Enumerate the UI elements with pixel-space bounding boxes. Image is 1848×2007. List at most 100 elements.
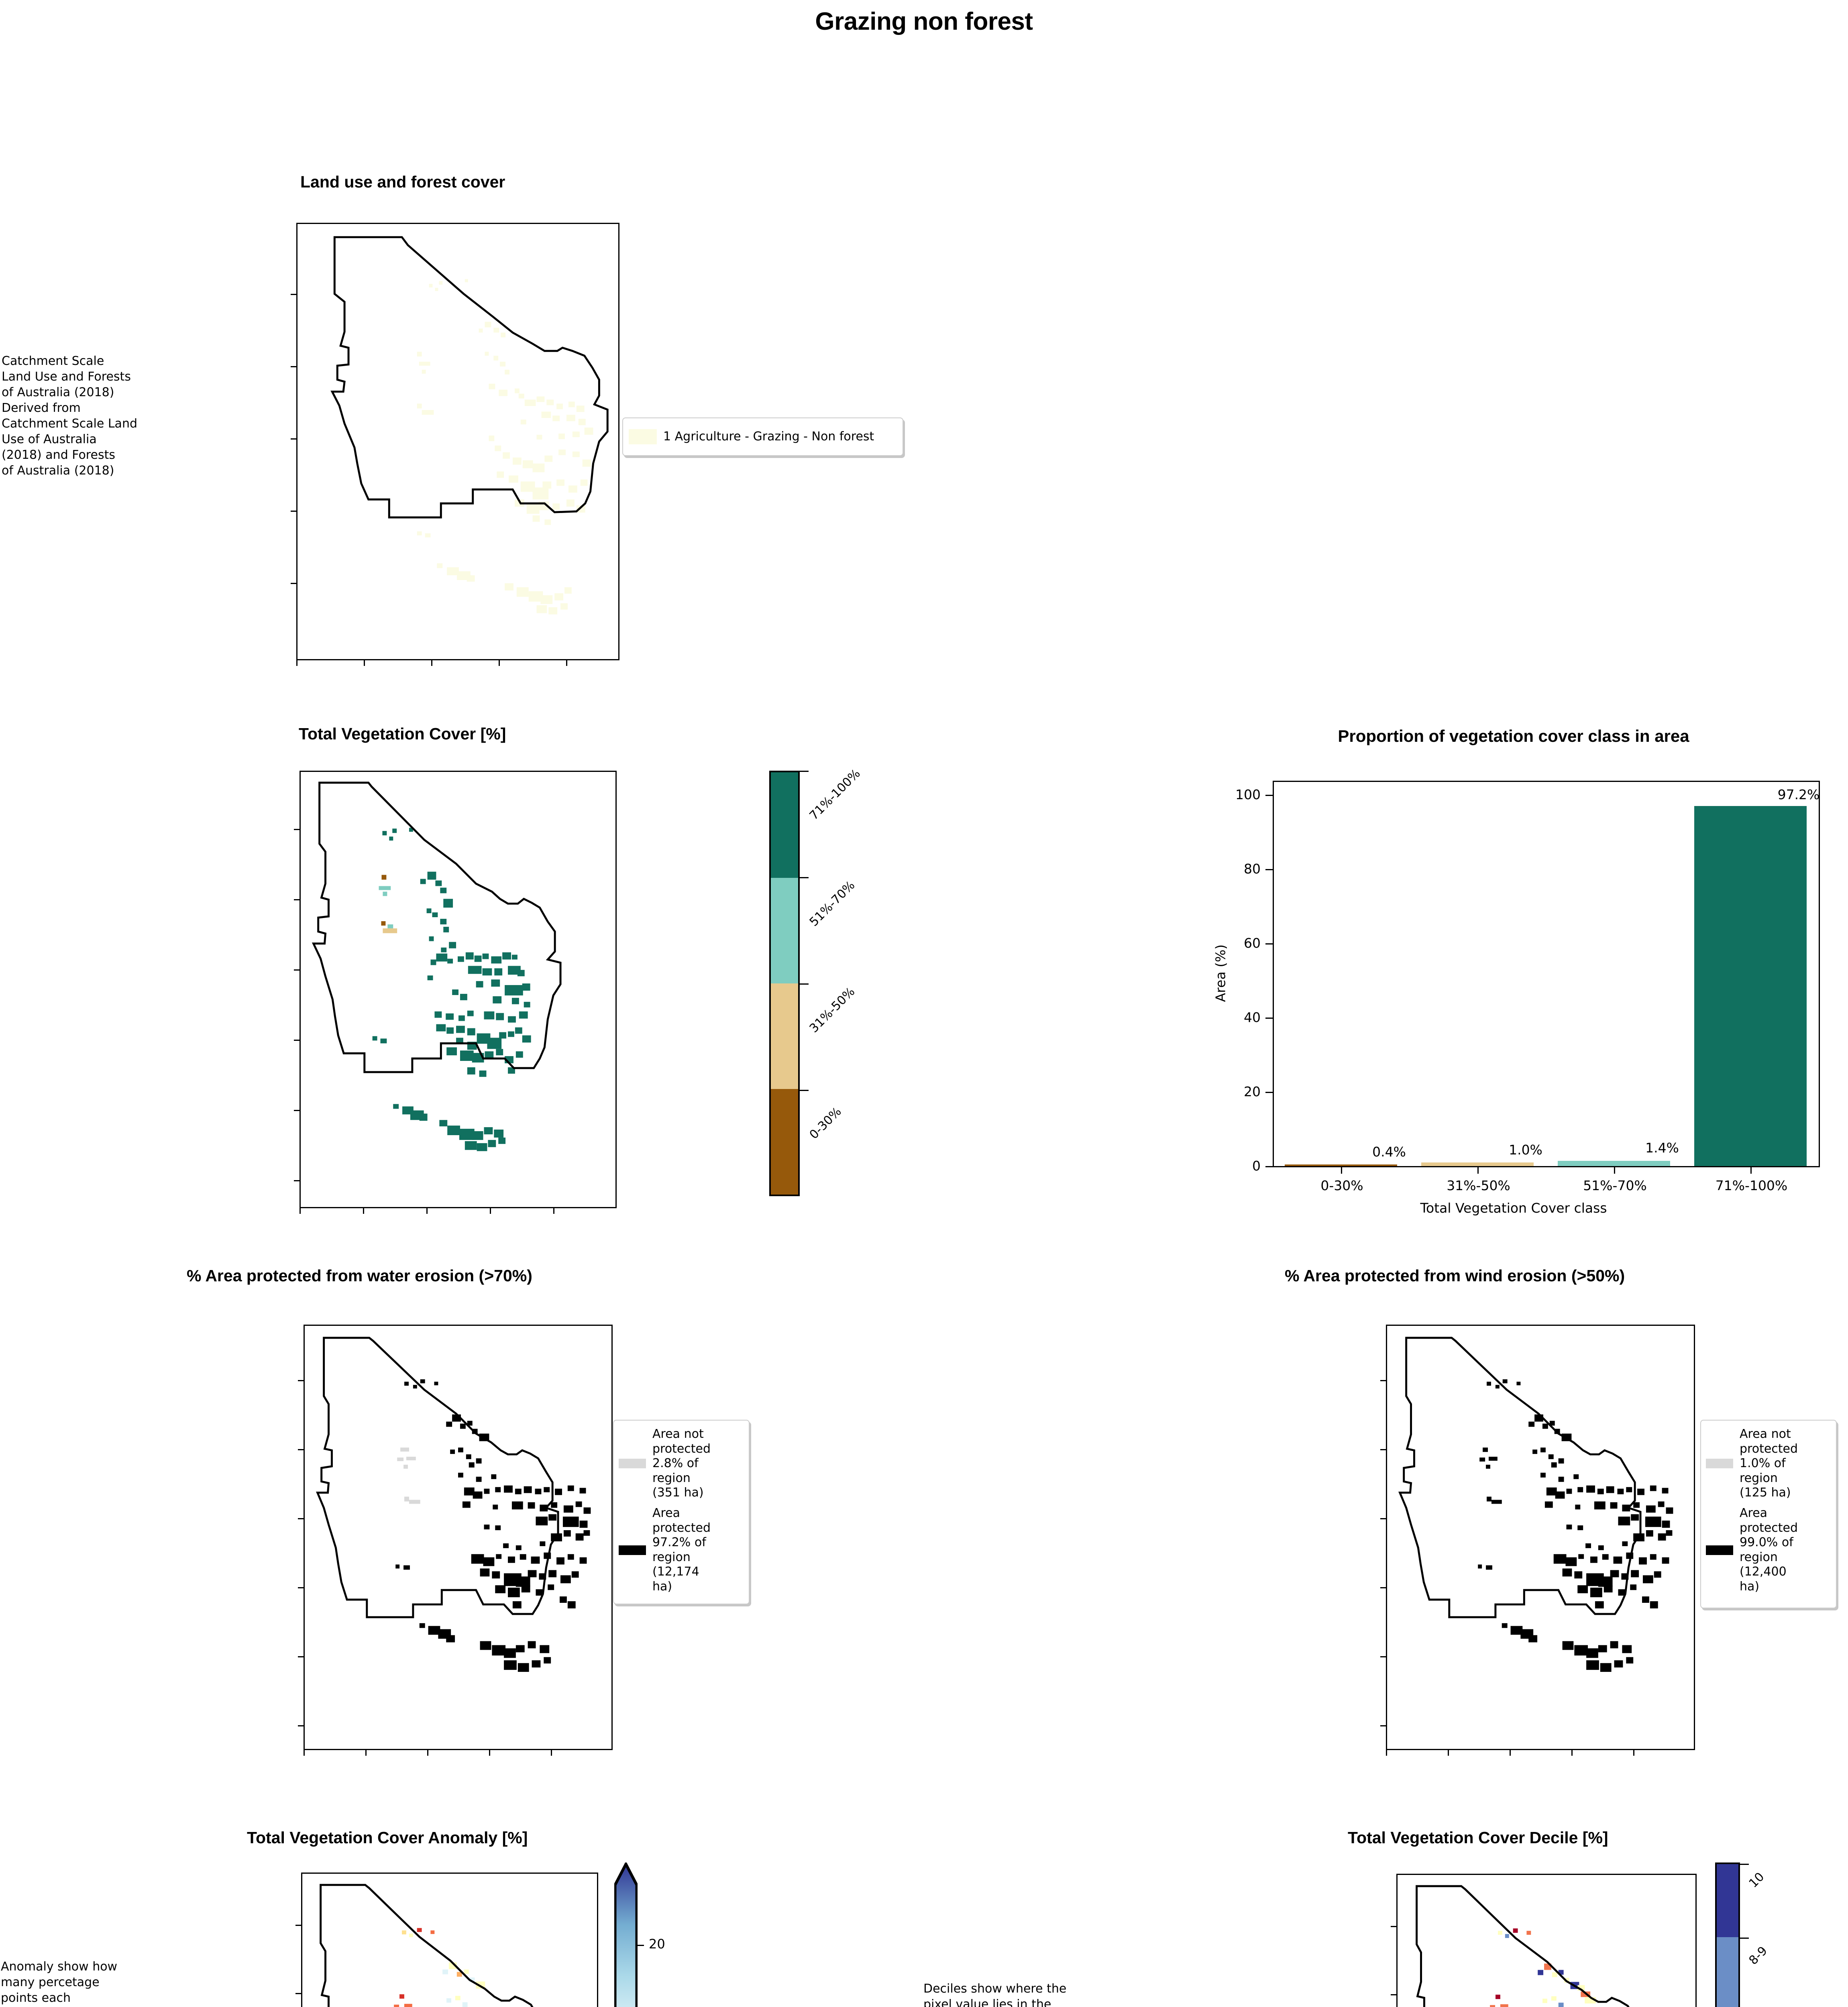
axis-tick bbox=[298, 1656, 304, 1657]
legend-swatch-grazing-non-forest bbox=[629, 429, 657, 444]
axis-tick bbox=[294, 829, 300, 830]
axis-tick bbox=[291, 366, 296, 367]
landuse-source-note: Catchment Scale Land Use and Forests of … bbox=[2, 354, 137, 478]
map-land-use-and-forest-cover[interactable] bbox=[296, 223, 619, 660]
map-total-vegetation-cover-decile[interactable] bbox=[1396, 1874, 1697, 2007]
axis-tick bbox=[1380, 1656, 1386, 1657]
axis-tick bbox=[1380, 1725, 1386, 1726]
bar-71-100[interactable] bbox=[1694, 806, 1807, 1166]
cbar-tick bbox=[1740, 1864, 1749, 1865]
catchment-boundary bbox=[312, 782, 562, 1073]
panel-title-water-erosion: % Area protected from water erosion (>70… bbox=[187, 1266, 532, 1285]
colorbar-anomaly[interactable] bbox=[614, 1862, 638, 2007]
legend-water-erosion[interactable]: Area not protected 2.8% of region (351 h… bbox=[613, 1420, 750, 1604]
decile-explanation-note: Deciles show where the pixel value lies … bbox=[923, 1982, 1067, 2007]
axis-tick bbox=[298, 1380, 304, 1381]
bar-51-70[interactable] bbox=[1558, 1161, 1670, 1166]
axis-tick bbox=[298, 1587, 304, 1588]
axis-tick bbox=[489, 1750, 490, 1756]
axis-tick bbox=[1571, 1750, 1573, 1756]
axis-tick bbox=[1510, 1750, 1511, 1756]
y-tick-label: 100 bbox=[1235, 787, 1261, 802]
y-tick bbox=[1265, 869, 1273, 870]
y-tick-label: 0 bbox=[1252, 1158, 1261, 1174]
colorbar-total-vegetation-cover[interactable] bbox=[769, 771, 800, 1196]
map-total-vegetation-cover[interactable] bbox=[300, 771, 617, 1208]
axis-tick bbox=[431, 660, 432, 666]
legend-label-area-protected: Area protected 99.0% of region (12,400 h… bbox=[1740, 1506, 1798, 1594]
legend-label-area-protected: Area protected 97.2% of region (12,174 h… bbox=[652, 1506, 711, 1594]
bar-data-label: 97.2% bbox=[1777, 787, 1820, 802]
axis-tick bbox=[499, 660, 500, 666]
axis-tick bbox=[295, 1925, 301, 1926]
map-landuse-svg bbox=[330, 236, 609, 615]
y-tick bbox=[1265, 943, 1273, 944]
y-axis-line bbox=[1273, 781, 1274, 1167]
cbar-segment-71-100 bbox=[771, 772, 798, 878]
axis-tick bbox=[294, 899, 300, 900]
x-axis-line bbox=[1273, 1166, 1820, 1167]
bar-data-label: 1.4% bbox=[1645, 1140, 1679, 1156]
y-tick bbox=[1265, 795, 1273, 796]
y-tick bbox=[1265, 1166, 1273, 1167]
bar-data-label: 0.4% bbox=[1372, 1144, 1406, 1160]
axis-tick bbox=[426, 1208, 428, 1214]
anomaly-pixel-layer bbox=[394, 1928, 485, 2007]
x-tick-label: 31%-50% bbox=[1447, 1178, 1510, 1193]
axis-tick bbox=[363, 1208, 364, 1214]
colorbar-decile[interactable] bbox=[1715, 1862, 1740, 2007]
y-tick-label: 60 bbox=[1244, 935, 1261, 951]
legend-label-area-not-protected: Area not protected 1.0% of region (125 h… bbox=[1740, 1427, 1798, 1500]
bar-31-50[interactable] bbox=[1421, 1162, 1534, 1166]
legend-wind-erosion[interactable]: Area not protected 1.0% of region (125 h… bbox=[1700, 1420, 1837, 1608]
cbar-segment-10 bbox=[1717, 1864, 1738, 1938]
cbar-segment-0-30 bbox=[771, 1089, 798, 1195]
map-water-svg bbox=[316, 1337, 591, 1672]
cbar-tick bbox=[800, 983, 809, 985]
x-tick-label: 51%-70% bbox=[1583, 1178, 1647, 1193]
legend-land-use[interactable]: 1 Agriculture - Grazing - Non forest bbox=[622, 417, 903, 456]
cbar-label-71-100: 71%-100% bbox=[807, 766, 863, 823]
landuse-pixel-layer bbox=[417, 279, 593, 615]
cbar-segment-8-9 bbox=[1717, 1937, 1738, 2007]
map-area-protected-from-water-erosion[interactable] bbox=[304, 1325, 613, 1750]
map-total-vegetation-cover-anomaly[interactable] bbox=[301, 1873, 598, 2007]
axis-tick bbox=[304, 1750, 305, 1756]
page-title: Grazing non forest bbox=[815, 8, 1033, 35]
cbar-segment-51-70 bbox=[771, 878, 798, 983]
bar-0-30[interactable] bbox=[1285, 1164, 1397, 1166]
panel-title-wind-erosion: % Area protected from wind erosion (>50%… bbox=[1285, 1266, 1625, 1285]
legend-swatch-area-not-protected bbox=[1706, 1459, 1733, 1469]
axis-tick bbox=[1633, 1750, 1634, 1756]
bar-data-label: 1.0% bbox=[1509, 1142, 1542, 1158]
catchment-boundary bbox=[316, 1337, 559, 1618]
axis-tick bbox=[1391, 1994, 1396, 1995]
chart-proportion-of-vegetation-cover-class[interactable]: Proportion of vegetation cover class in … bbox=[1188, 723, 1839, 1236]
axis-tick bbox=[1391, 1926, 1396, 1927]
legend-item: 1 Agriculture - Grazing - Non forest bbox=[629, 429, 874, 444]
axis-tick bbox=[553, 1208, 554, 1214]
legend-item-not-protected: Area not protected 1.0% of region (125 h… bbox=[1706, 1427, 1831, 1500]
cbar-label-10: 10 bbox=[1746, 1870, 1767, 1891]
colorbar-body-extended bbox=[614, 1862, 638, 2007]
y-tick-label: 20 bbox=[1244, 1084, 1261, 1099]
map-area-protected-from-wind-erosion[interactable] bbox=[1386, 1325, 1695, 1750]
y-tick bbox=[1265, 1092, 1273, 1093]
axis-tick bbox=[298, 1518, 304, 1519]
axis-tick bbox=[296, 660, 297, 666]
cbar-tick bbox=[800, 771, 809, 772]
axis-tick bbox=[291, 294, 296, 295]
map-anomaly-svg bbox=[320, 1884, 534, 2007]
cbar-label-0-30: 0-30% bbox=[807, 1104, 844, 1142]
panel-title-vegcover: Total Vegetation Cover [%] bbox=[299, 725, 506, 743]
cbar-tick bbox=[800, 877, 809, 878]
legend-swatch-area-protected bbox=[619, 1545, 646, 1555]
x-tick bbox=[1750, 1167, 1752, 1174]
cbar-label-8-9: 8-9 bbox=[1746, 1944, 1771, 1968]
axis-tick bbox=[295, 1993, 301, 1994]
panel-title-landuse: Land use and forest cover bbox=[300, 173, 505, 191]
catchment-boundary bbox=[1416, 1885, 1630, 2007]
chart-x-axis-label: Total Vegetation Cover class bbox=[1420, 1200, 1607, 1216]
catchment-boundary bbox=[320, 1884, 534, 2007]
cbar-label-20: 20 bbox=[649, 1936, 665, 1952]
